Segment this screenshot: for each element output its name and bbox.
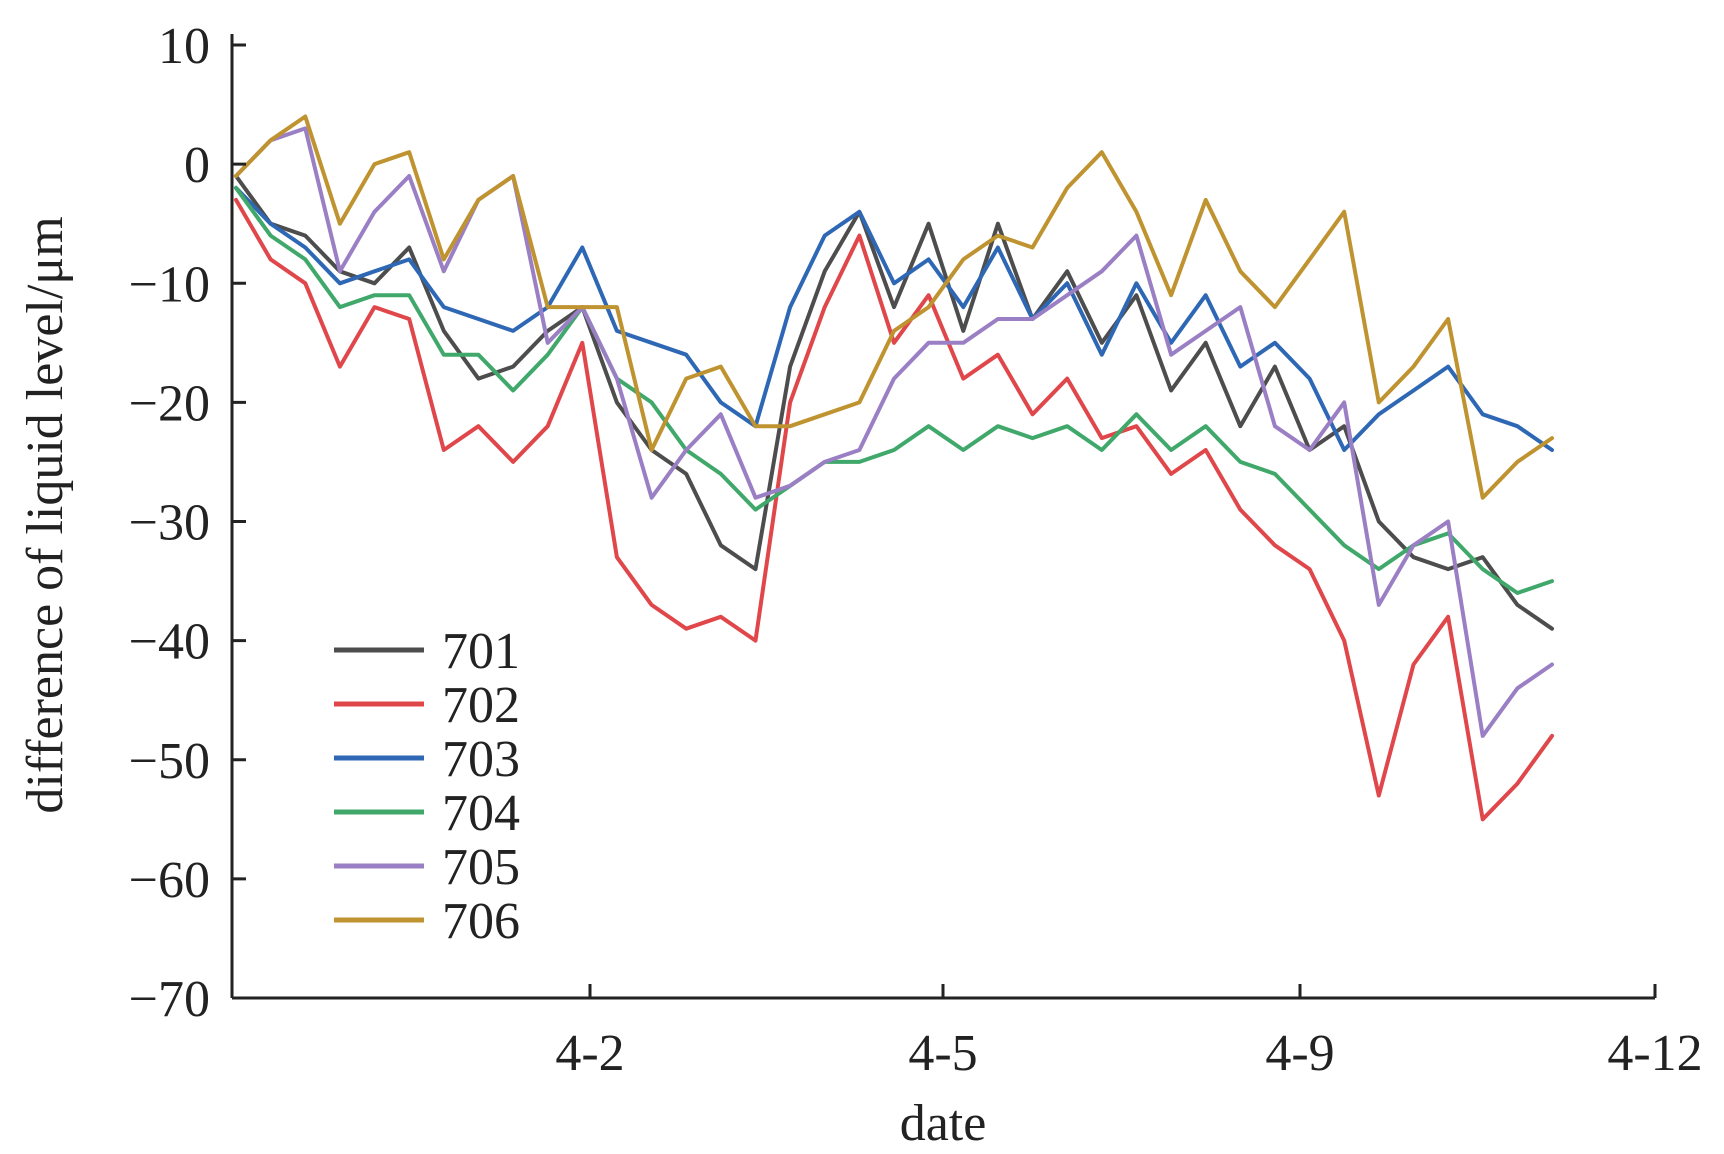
legend-label-701: 701 [442, 623, 520, 680]
legend-label-706: 706 [442, 893, 520, 950]
series-line-702 [234, 197, 1554, 822]
series-lines [234, 114, 1554, 822]
y-tick-label: −60 [129, 852, 210, 909]
x-tick-label: 4-9 [1265, 1025, 1334, 1082]
x-axis-title: date [900, 1095, 987, 1152]
series-line-704 [234, 185, 1554, 595]
legend-label-702: 702 [442, 677, 520, 734]
legend-label-704: 704 [442, 785, 520, 842]
series-line-701 [234, 174, 1554, 631]
y-axis-ticks: 10 0 −10 −20 −30 −40 −50 −60 −70 [129, 18, 246, 1028]
y-tick-label: 0 [184, 137, 210, 194]
y-tick-label: −40 [129, 614, 210, 671]
series-line-703 [234, 185, 1554, 452]
y-tick-label: −70 [129, 971, 210, 1028]
y-axis-title: difference of liquid level/μm [17, 216, 74, 813]
x-tick-label: 4-12 [1607, 1025, 1702, 1082]
legend-label-705: 705 [442, 839, 520, 896]
x-tick-label: 4-2 [555, 1025, 624, 1082]
y-tick-label: −20 [129, 375, 210, 432]
y-tick-label: −30 [129, 495, 210, 552]
series-line-705 [234, 126, 1554, 738]
x-tick-label: 4-5 [908, 1025, 977, 1082]
legend-label-703: 703 [442, 731, 520, 788]
y-tick-label: 10 [158, 18, 210, 75]
series-line-706 [234, 114, 1554, 500]
y-tick-label: −10 [129, 256, 210, 313]
x-axis-ticks: 4-2 4-5 4-9 4-12 [555, 984, 1703, 1082]
y-tick-label: −50 [129, 733, 210, 790]
